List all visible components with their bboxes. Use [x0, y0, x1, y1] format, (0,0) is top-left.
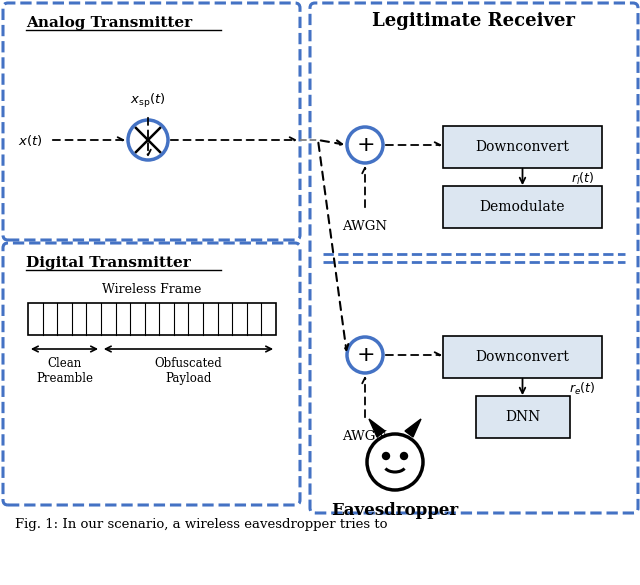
Text: Analog Transmitter: Analog Transmitter — [26, 16, 192, 30]
FancyBboxPatch shape — [443, 336, 602, 378]
Text: $+$: $+$ — [356, 135, 374, 155]
Circle shape — [128, 120, 168, 160]
Text: Fig. 1: In our scenario, a wireless eavesdropper tries to: Fig. 1: In our scenario, a wireless eave… — [15, 518, 387, 531]
Text: $x_{\mathrm{sp}}(t)$: $x_{\mathrm{sp}}(t)$ — [130, 92, 166, 110]
Text: DNN: DNN — [505, 410, 540, 424]
Text: $r_e(t)$: $r_e(t)$ — [568, 381, 595, 397]
Text: Wireless Frame: Wireless Frame — [102, 283, 202, 296]
FancyBboxPatch shape — [3, 243, 300, 505]
Text: Digital Transmitter: Digital Transmitter — [26, 256, 191, 270]
Text: AWGN: AWGN — [342, 430, 387, 443]
Circle shape — [383, 453, 390, 459]
Text: Downconvert: Downconvert — [476, 140, 570, 154]
Circle shape — [367, 434, 423, 490]
Circle shape — [347, 127, 383, 163]
FancyBboxPatch shape — [443, 186, 602, 228]
Text: Demodulate: Demodulate — [480, 200, 565, 214]
FancyBboxPatch shape — [3, 3, 300, 240]
Circle shape — [347, 337, 383, 373]
Text: Clean
Preamble: Clean Preamble — [36, 357, 93, 385]
Bar — [28, 303, 276, 335]
FancyBboxPatch shape — [310, 3, 638, 513]
Polygon shape — [369, 419, 385, 437]
Text: Eavesdropper: Eavesdropper — [332, 502, 459, 519]
Text: $r_l(t)$: $r_l(t)$ — [572, 171, 595, 187]
Polygon shape — [405, 419, 421, 437]
Text: AWGN: AWGN — [342, 220, 387, 233]
Text: Downconvert: Downconvert — [476, 350, 570, 364]
Text: $+$: $+$ — [356, 345, 374, 365]
FancyBboxPatch shape — [476, 396, 570, 438]
Text: $x(t)$: $x(t)$ — [18, 132, 42, 147]
Circle shape — [401, 453, 408, 459]
Text: Obfuscated
Payload: Obfuscated Payload — [155, 357, 222, 385]
FancyBboxPatch shape — [443, 126, 602, 168]
Text: Legitimate Receiver: Legitimate Receiver — [372, 12, 575, 30]
